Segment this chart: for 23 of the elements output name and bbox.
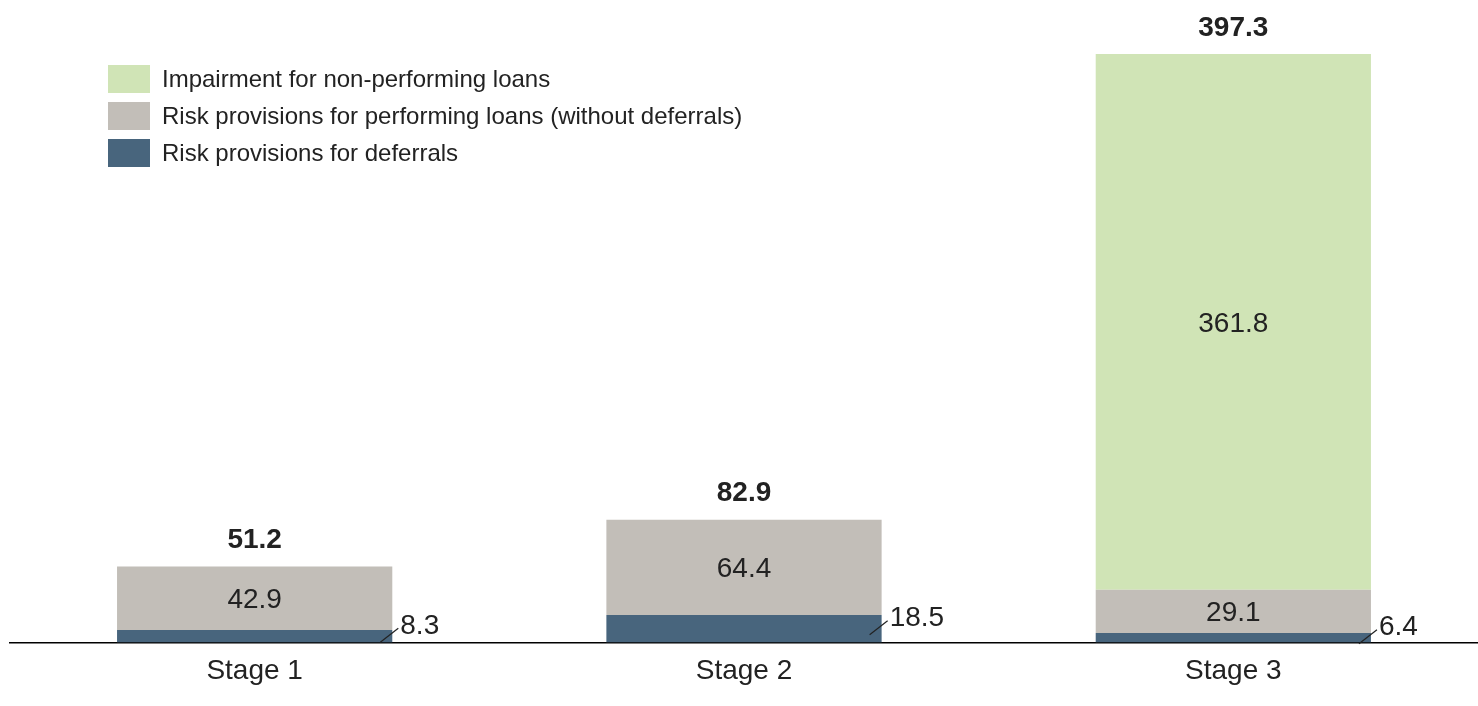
bar [117, 630, 393, 643]
total-label: 397.3 [1198, 10, 1269, 42]
data-label: 6.4 [1378, 610, 1418, 642]
x-tick-label: Stage 1 [206, 653, 303, 685]
bar [1095, 54, 1371, 590]
data-label: 42.9 [227, 583, 282, 615]
total-label: 51.2 [227, 523, 282, 555]
data-label: 361.8 [1198, 306, 1269, 338]
bar [606, 615, 882, 643]
x-tick-label: Stage 3 [1185, 653, 1282, 685]
bar [606, 519, 882, 615]
x-tick-label: Stage 2 [695, 653, 793, 685]
data-label: 18.5 [889, 601, 945, 633]
bar [1095, 589, 1371, 633]
data-label: 29.1 [1206, 596, 1261, 628]
bar [1095, 632, 1371, 643]
legend-label: Impairment for non-performing loans [162, 64, 551, 93]
data-label: 64.4 [716, 552, 772, 584]
data-label: 8.3 [400, 608, 440, 640]
total-label: 82.9 [716, 476, 772, 508]
bar [117, 566, 393, 631]
legend-label: Risk provisions for deferrals [162, 138, 459, 167]
legend-label: Risk provisions for performing loans (without deferrals) [162, 101, 743, 130]
